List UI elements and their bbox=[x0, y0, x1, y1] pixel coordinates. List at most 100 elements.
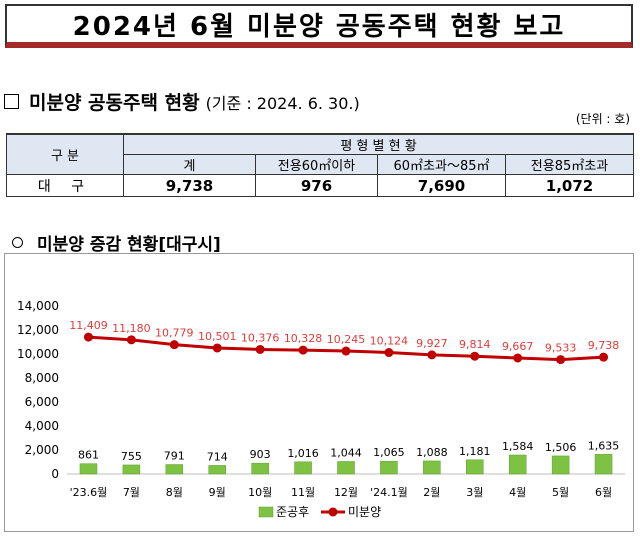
legend-swatch-marker bbox=[328, 507, 338, 517]
bar bbox=[380, 460, 398, 475]
chart-frame: 0 2,000 4,000 6,000 8,000 10,000 12,000 14,000 8… bbox=[4, 253, 634, 532]
bar bbox=[594, 454, 613, 475]
bar-data-label: 1,065 bbox=[373, 446, 405, 459]
bar-data-label: 903 bbox=[250, 448, 271, 461]
y-tick-label: 12,000 bbox=[17, 323, 59, 337]
line-point bbox=[341, 346, 351, 356]
line-data-label: 9,533 bbox=[545, 342, 577, 355]
x-tick-label: '23.6월 bbox=[70, 486, 108, 499]
status-table: 구 분 평 형 별 현 황 계 전용60㎡이하 60㎡초과～85㎡ 전용85㎡초… bbox=[6, 133, 634, 197]
bar-data-label: 1,088 bbox=[416, 446, 448, 459]
bar-data-label: 714 bbox=[207, 450, 228, 463]
bar bbox=[508, 454, 527, 475]
legend-swatch-bar bbox=[258, 506, 274, 518]
line-data-label: 9,927 bbox=[416, 337, 448, 350]
bar-data-label: 1,016 bbox=[287, 447, 319, 460]
table-cell: 1,072 bbox=[505, 174, 634, 197]
x-tick-label: 5월 bbox=[552, 486, 569, 499]
column-header: 전용85㎡초과 bbox=[505, 154, 634, 175]
bar bbox=[466, 459, 484, 475]
report-title-box: 2024년 6월 미분양 공동주택 현황 보고 bbox=[5, 4, 633, 48]
bar-data-label: 755 bbox=[121, 450, 142, 463]
bar bbox=[208, 465, 226, 475]
table-cell: 9,738 bbox=[123, 174, 256, 197]
line-point bbox=[298, 345, 308, 355]
legend-label: 미분양 bbox=[348, 505, 381, 519]
bar-data-label: 791 bbox=[164, 450, 185, 463]
line-point bbox=[169, 340, 179, 350]
square-bullet-icon bbox=[4, 94, 19, 109]
circle-bullet-icon bbox=[12, 237, 23, 248]
bar bbox=[337, 461, 355, 475]
line-data-label: 10,328 bbox=[284, 332, 323, 345]
column-header: 계 bbox=[123, 154, 256, 175]
bar-data-label: 1,044 bbox=[330, 446, 362, 459]
x-tick-label: 10월 bbox=[248, 486, 272, 499]
line-data-label: 11,180 bbox=[112, 322, 151, 335]
line-point bbox=[126, 335, 136, 345]
trend-chart: 0 2,000 4,000 6,000 8,000 10,000 12,000 14,000 8… bbox=[17, 299, 625, 519]
unit-label: (단위 : 호) bbox=[575, 112, 630, 126]
x-tick-label: 8월 bbox=[166, 486, 183, 499]
column-header: 전용60㎡이하 bbox=[255, 154, 378, 175]
x-tick-label: 9월 bbox=[209, 486, 226, 499]
y-tick-label: 8,000 bbox=[25, 371, 59, 385]
bar-data-label: 1,181 bbox=[459, 445, 491, 458]
section-heading-status: 미분양 공동주택 현황 (기준 : 2024. 6. 30.) bbox=[4, 88, 360, 115]
line-point bbox=[599, 352, 609, 362]
section-title: 미분양 공동주택 현황 bbox=[29, 92, 200, 114]
line-point bbox=[384, 348, 394, 358]
table-row: 대 구 9,738 976 7,690 1,072 bbox=[6, 174, 634, 197]
bar bbox=[294, 461, 312, 475]
section-title: 미분양 증감 현황[대구시] bbox=[37, 235, 221, 255]
row-label: 대 구 bbox=[6, 174, 124, 197]
bar bbox=[122, 464, 141, 475]
line-point bbox=[212, 343, 222, 353]
y-tick-label: 14,000 bbox=[17, 299, 59, 313]
line-data-label: 9,738 bbox=[588, 339, 620, 352]
line-data-label: 10,376 bbox=[241, 331, 280, 344]
table-cell: 976 bbox=[255, 174, 378, 197]
y-tick-label: 4,000 bbox=[25, 419, 59, 433]
line-data-label: 10,124 bbox=[370, 335, 409, 348]
line-data-label: 11,409 bbox=[69, 319, 108, 332]
bar-data-label: 861 bbox=[78, 449, 99, 462]
x-tick-label: 7월 bbox=[123, 486, 140, 499]
bar bbox=[551, 455, 570, 475]
bar-data-label: 1,635 bbox=[588, 439, 620, 452]
basis-date: (기준 : 2024. 6. 30.) bbox=[205, 93, 360, 113]
column-header: 60㎡초과～85㎡ bbox=[377, 154, 506, 175]
line-point bbox=[83, 332, 93, 342]
bar bbox=[165, 464, 184, 475]
x-tick-label: 11월 bbox=[291, 486, 315, 499]
bar-data-label: 1,584 bbox=[502, 440, 534, 453]
x-tick-label: 12월 bbox=[334, 486, 358, 499]
report-title: 2024년 6월 미분양 공동주택 현황 보고 bbox=[72, 11, 566, 42]
x-tick-label: 6월 bbox=[595, 486, 612, 499]
line-point bbox=[255, 344, 265, 354]
section-heading-trend: 미분양 증감 현황[대구시] bbox=[12, 230, 221, 255]
y-tick-label: 10,000 bbox=[17, 347, 59, 361]
line-point bbox=[427, 350, 437, 360]
line-data-label: 9,667 bbox=[502, 340, 534, 353]
x-tick-label: 4월 bbox=[509, 486, 526, 499]
y-tick-label: 6,000 bbox=[25, 395, 59, 409]
category-header: 구 분 bbox=[6, 133, 124, 175]
group-header: 평 형 별 현 황 bbox=[123, 133, 634, 155]
x-tick-label: 2월 bbox=[423, 486, 440, 499]
y-tick-label: 0 bbox=[51, 467, 59, 481]
line-data-label: 10,245 bbox=[327, 333, 366, 346]
line-data-label: 10,501 bbox=[198, 330, 237, 343]
line-point bbox=[556, 355, 566, 365]
bar bbox=[423, 460, 441, 475]
bar bbox=[251, 462, 269, 475]
x-tick-label: '24.1월 bbox=[370, 486, 408, 499]
table-cell: 7,690 bbox=[377, 174, 506, 197]
x-tick-label: 3월 bbox=[466, 486, 483, 499]
y-tick-label: 2,000 bbox=[25, 443, 59, 457]
line-point bbox=[513, 353, 523, 363]
line-data-label: 10,779 bbox=[155, 327, 194, 340]
bar-data-label: 1,506 bbox=[545, 441, 577, 454]
bar bbox=[79, 463, 98, 475]
line-point bbox=[470, 351, 480, 361]
